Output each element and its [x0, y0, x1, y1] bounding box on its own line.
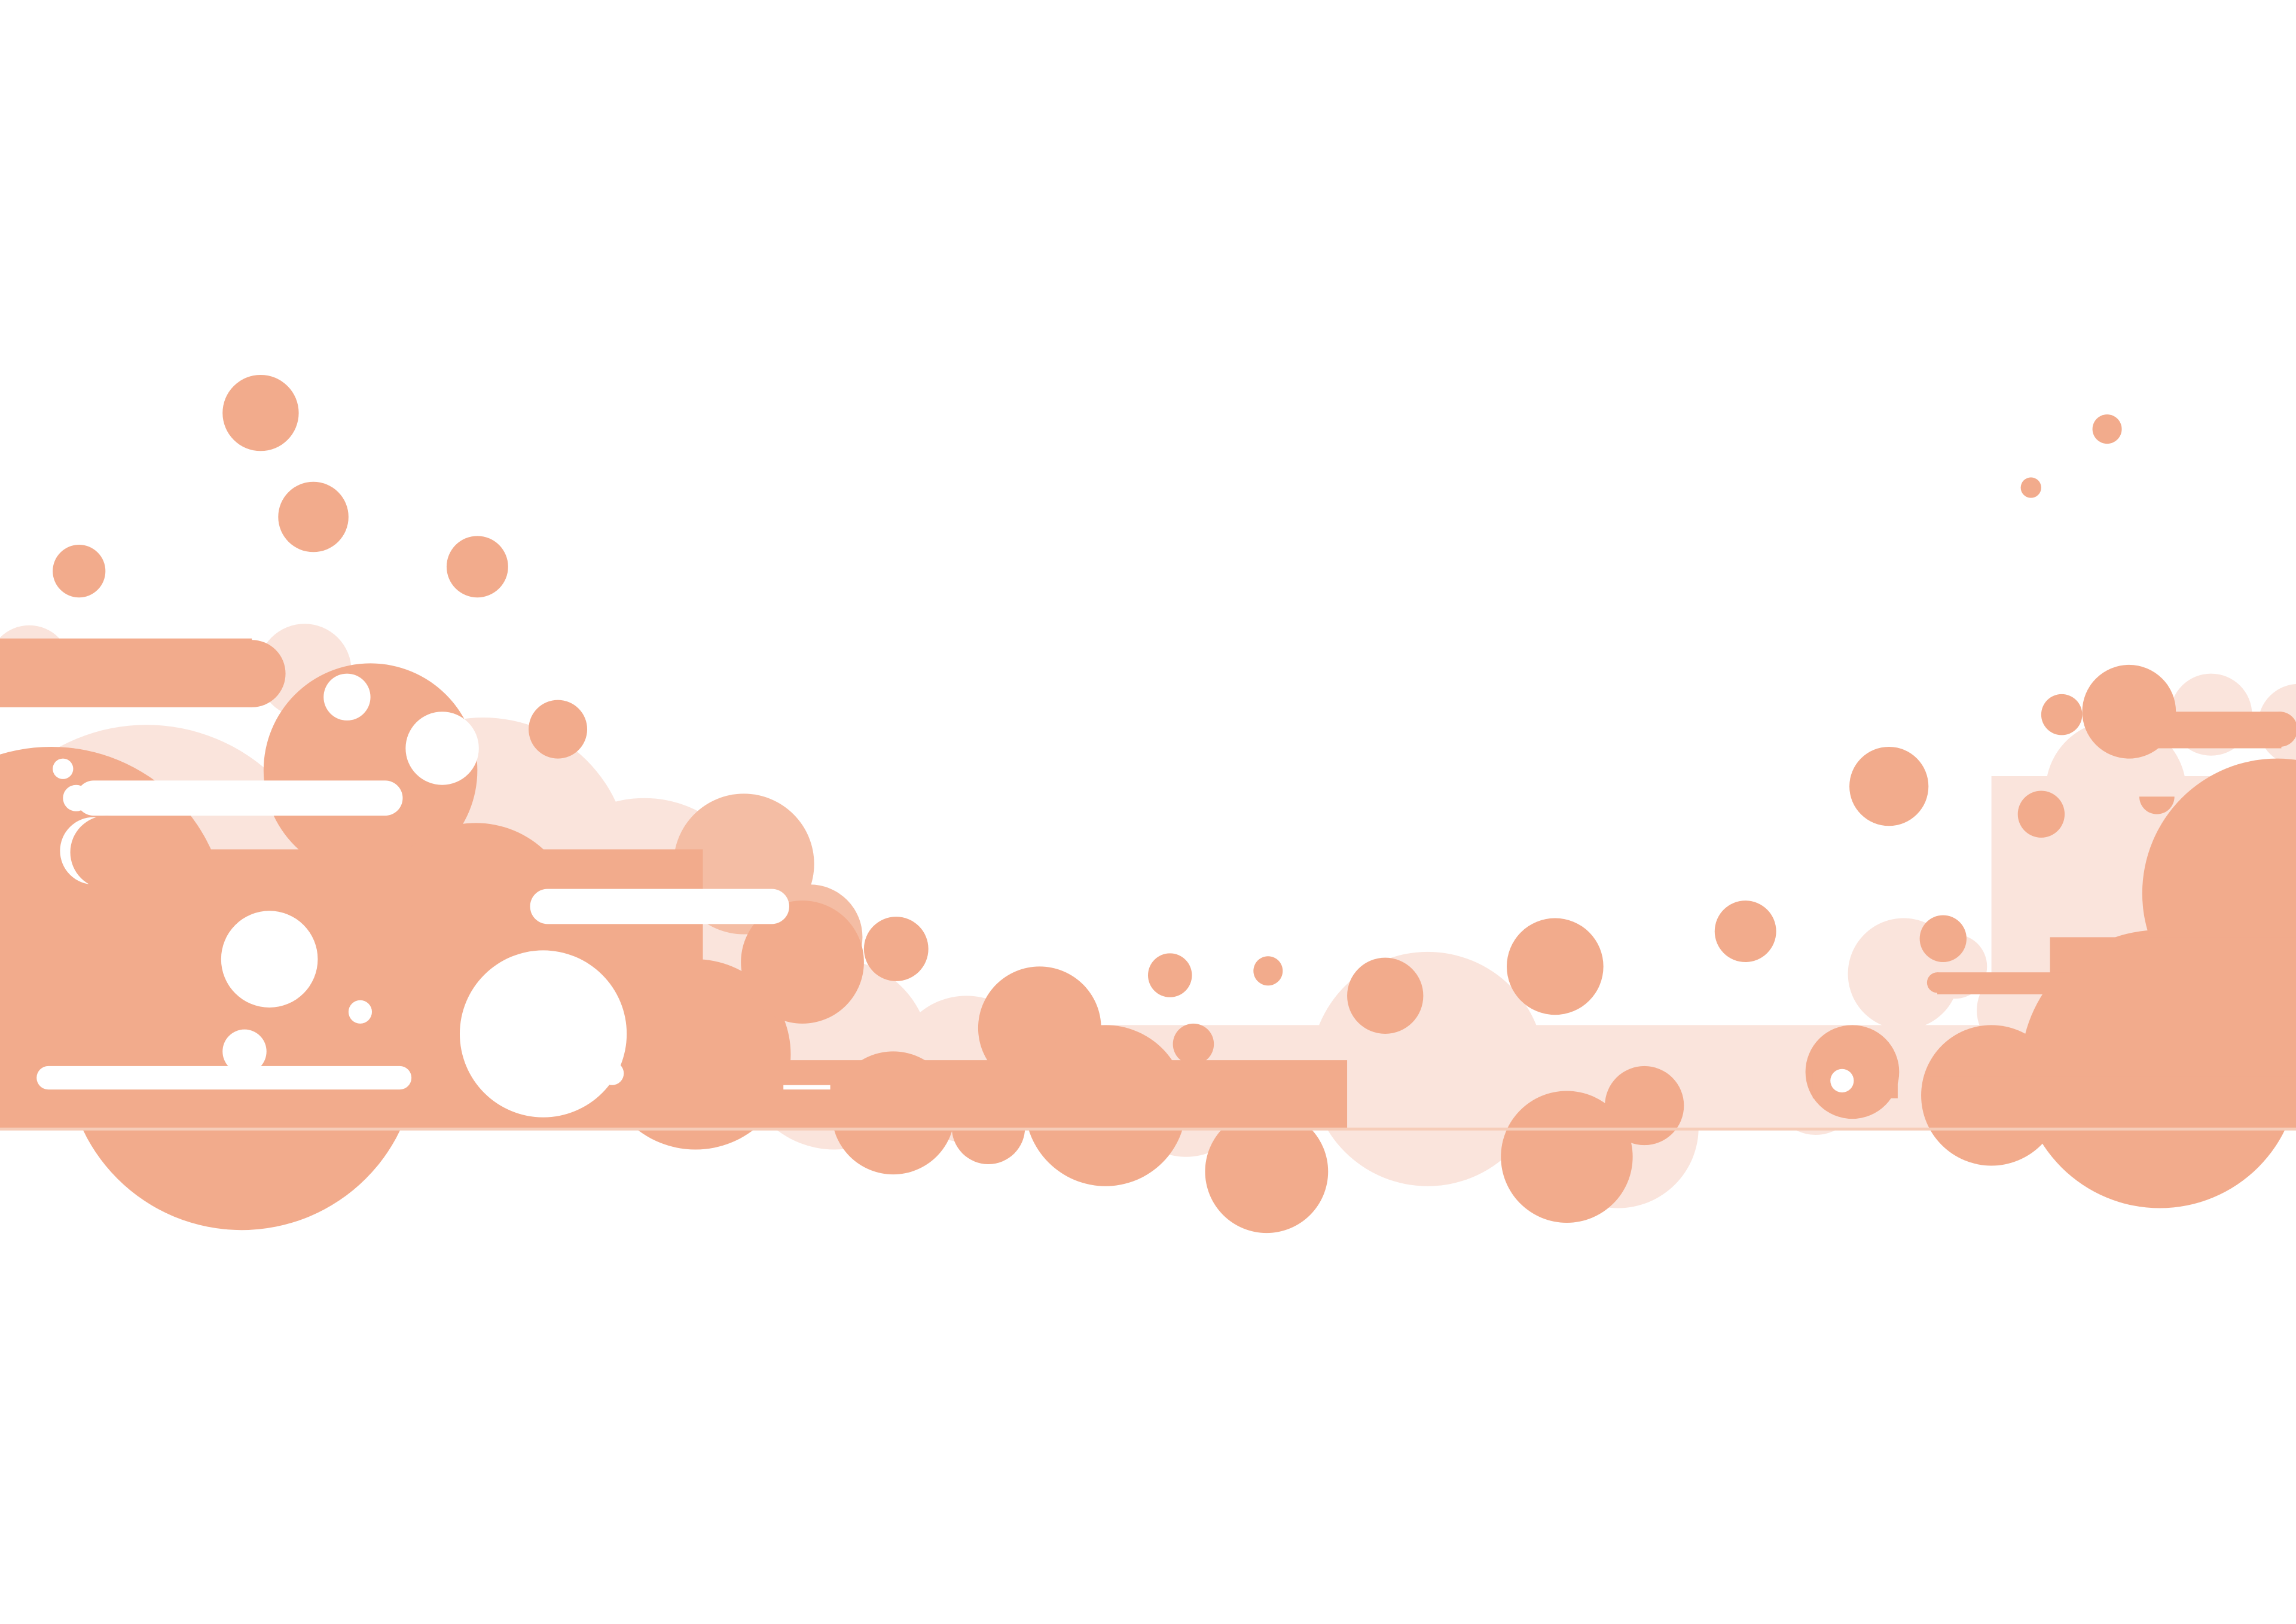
dark-bubble: [1501, 1091, 1633, 1223]
foam-bottom-edge: [0, 1127, 2296, 1131]
floating-bubble: [2020, 477, 2041, 498]
floating-bubble: [2092, 414, 2122, 444]
floating-bubble: [278, 481, 349, 552]
floating-bubble: [1148, 953, 1192, 997]
floating-bubbles: [53, 374, 2122, 1034]
foam-bar-cap: [1926, 972, 1948, 993]
dark-foam-base: [1812, 1069, 1898, 1098]
highlight-bar: [783, 1085, 831, 1090]
floating-bubble: [1849, 747, 1929, 826]
highlight-bubble: [222, 1029, 267, 1074]
foam-bar-cap: [218, 640, 286, 707]
foam-bar: [0, 638, 252, 707]
white-highlights: [0, 673, 1854, 1118]
floating-bubble: [1919, 915, 1967, 963]
floating-bubble: [2017, 790, 2065, 838]
highlight-bar: [530, 889, 789, 924]
highlight-bubble: [459, 950, 627, 1118]
floating-bubble: [2041, 694, 2083, 735]
highlight-bubble: [53, 758, 74, 779]
floating-bubble: [222, 374, 299, 451]
highlight-bar: [36, 1066, 412, 1090]
dark-dots-foreground: [70, 816, 144, 889]
floating-bubble: [446, 536, 508, 598]
floating-bubble: [1714, 900, 1776, 963]
dark-bubble: [70, 816, 144, 889]
highlight-bubble: [1830, 1069, 1854, 1092]
foam-bar-cap: [2262, 712, 2296, 747]
dark-bubble: [1205, 1110, 1329, 1234]
dark-foam-base: [703, 1060, 1348, 1130]
dark-bubble: [741, 900, 864, 1024]
highlight-bubble: [221, 911, 318, 1008]
floating-bubble: [1347, 957, 1424, 1034]
floating-bubble: [53, 545, 106, 598]
dark-half-bubble: [2139, 796, 2175, 814]
highlight-bar: [76, 780, 403, 816]
dark-bubble: [863, 917, 929, 981]
highlight-bubble: [323, 673, 371, 721]
highlight-bubble: [405, 712, 479, 785]
floating-bubble: [529, 700, 588, 759]
dark-foam-base: [1929, 1076, 2296, 1130]
floating-bubble: [1507, 918, 1604, 1015]
dark-bubble: [1605, 1066, 1684, 1146]
floating-bubble: [1253, 956, 1283, 986]
dark-bubble: [1173, 1023, 1214, 1065]
highlight-bubble: [600, 1061, 624, 1085]
highlight-gap: [0, 707, 264, 722]
foam-bar: [1937, 972, 2069, 994]
highlight-bubble: [348, 1000, 373, 1024]
highlight-bubble: [63, 784, 90, 811]
foam-bar: [2129, 712, 2282, 749]
